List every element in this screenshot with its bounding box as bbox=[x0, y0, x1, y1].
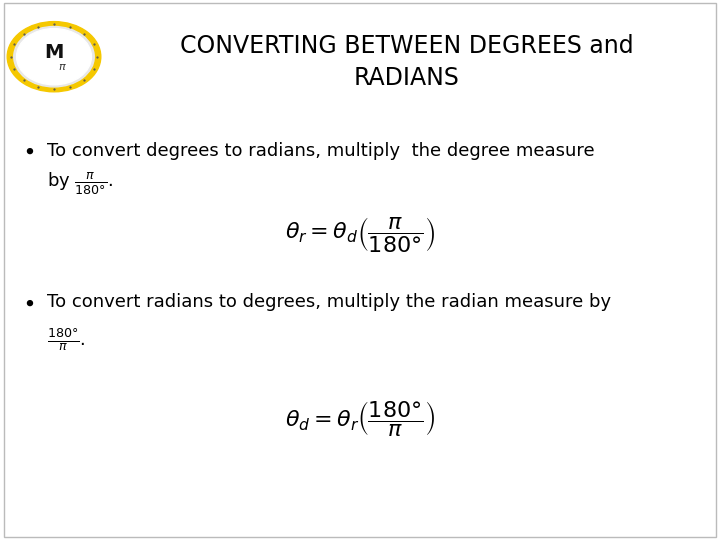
Circle shape bbox=[7, 22, 101, 92]
Text: $\frac{180°}{\pi}$.: $\frac{180°}{\pi}$. bbox=[47, 327, 85, 353]
Text: To convert degrees to radians, multiply  the degree measure: To convert degrees to radians, multiply … bbox=[47, 142, 595, 160]
Circle shape bbox=[14, 26, 94, 87]
Text: To convert radians to degrees, multiply the radian measure by: To convert radians to degrees, multiply … bbox=[47, 293, 611, 312]
Text: CONVERTING BETWEEN DEGREES and: CONVERTING BETWEEN DEGREES and bbox=[180, 34, 634, 58]
Text: by $\frac{\pi}{180°}$.: by $\frac{\pi}{180°}$. bbox=[47, 171, 113, 197]
Text: $\bullet$: $\bullet$ bbox=[22, 292, 34, 313]
Text: RADIANS: RADIANS bbox=[354, 66, 460, 90]
Text: $\theta_r = \theta_d \left(\dfrac{\pi}{180°}\right)$: $\theta_r = \theta_d \left(\dfrac{\pi}{1… bbox=[285, 215, 435, 254]
Circle shape bbox=[17, 29, 91, 85]
Text: $\theta_d = \theta_r \left(\dfrac{180°}{\pi}\right)$: $\theta_d = \theta_r \left(\dfrac{180°}{… bbox=[285, 399, 435, 438]
Text: M: M bbox=[45, 43, 63, 62]
Text: $\bullet$: $\bullet$ bbox=[22, 141, 34, 161]
Text: $\pi$: $\pi$ bbox=[58, 62, 67, 72]
